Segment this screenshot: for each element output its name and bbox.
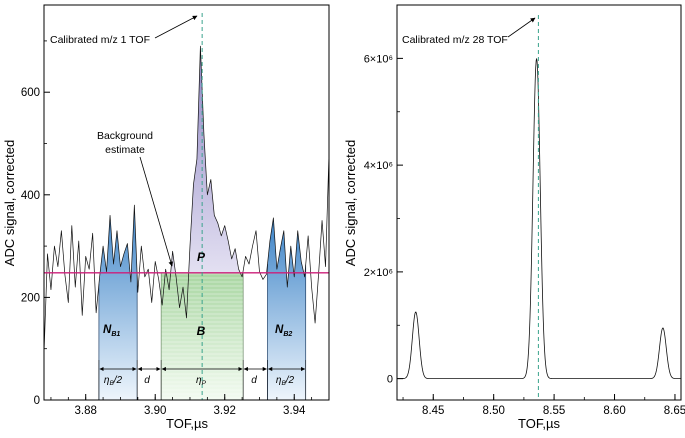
left-y-axis-label: ADC signal, corrected	[2, 140, 17, 266]
left-gap-label: d	[144, 375, 150, 386]
right-x-tick-label: 8.45	[422, 405, 444, 417]
right-plot-frame	[396, 4, 682, 401]
left-x-tick-label: 3.92	[214, 405, 236, 417]
calibration-arrow-left	[154, 15, 198, 39]
left-x-tick-label: 3.88	[75, 405, 97, 417]
left-plot-frame	[43, 4, 330, 401]
background-arrow	[139, 156, 174, 267]
right-sideband-label: NB2	[275, 324, 292, 338]
right-half-width-label: ηB/2	[276, 375, 295, 387]
left-sideband-fill	[98, 205, 138, 400]
right-y-tick-label: 2×10⁶	[364, 267, 393, 279]
left-signal-series	[43, 45, 330, 354]
left-y-tick-label: 0	[34, 395, 40, 407]
right-gap-label: d	[251, 375, 257, 386]
right-y-tick-label: 0	[387, 374, 393, 386]
peak-region-label: P	[197, 250, 206, 264]
right-x-tick-label: 8.50	[482, 405, 504, 417]
right-calibration-annotation: Calibrated m/z 28 TOF	[402, 34, 508, 46]
left-x-axis-label: TOF,µs	[166, 416, 208, 431]
left-y-tick-label: 200	[21, 292, 40, 304]
left-chart: 3.88 3.90 3.92 3.94 0 200 400 600 ADC signal, c…	[2, 4, 330, 431]
right-chart: 8.45 8.50 8.55 8.60 8.65 0 2×10⁶ 4×10⁶ 6×10⁶ ADC…	[343, 4, 685, 431]
calibration-arrow-right	[507, 17, 536, 38]
right-y-axis-label: ADC signal, corrected	[343, 140, 358, 266]
left-half-width-label: ηB/2	[104, 375, 123, 387]
right-y-tick-label: 6×10⁶	[364, 53, 393, 65]
right-sideband-fill	[267, 217, 306, 400]
right-x-tick-label: 8.65	[664, 405, 685, 417]
peak-region-fill	[161, 46, 244, 273]
right-x-tick-label: 8.60	[603, 405, 625, 417]
background-region-label: B	[197, 324, 206, 338]
left-y-tick-label: 600	[21, 87, 40, 99]
right-y-tick-label: 4×10⁶	[364, 160, 393, 172]
background-annotation-line1: Background	[97, 130, 153, 142]
left-sideband-label: NB1	[103, 324, 120, 338]
peak-width-label: ηP	[196, 375, 207, 387]
right-x-axis-label: TOF,µs	[518, 416, 560, 431]
right-signal-series	[397, 58, 681, 380]
left-x-tick-label: 3.94	[283, 405, 306, 417]
background-annotation-line2: estimate	[105, 144, 145, 156]
left-x-tick-label: 3.90	[144, 405, 166, 417]
left-y-tick-label: 400	[21, 190, 40, 202]
left-calibration-annotation: Calibrated m/z 1 TOF	[50, 34, 150, 46]
right-x-tick-label: 8.55	[543, 405, 565, 417]
